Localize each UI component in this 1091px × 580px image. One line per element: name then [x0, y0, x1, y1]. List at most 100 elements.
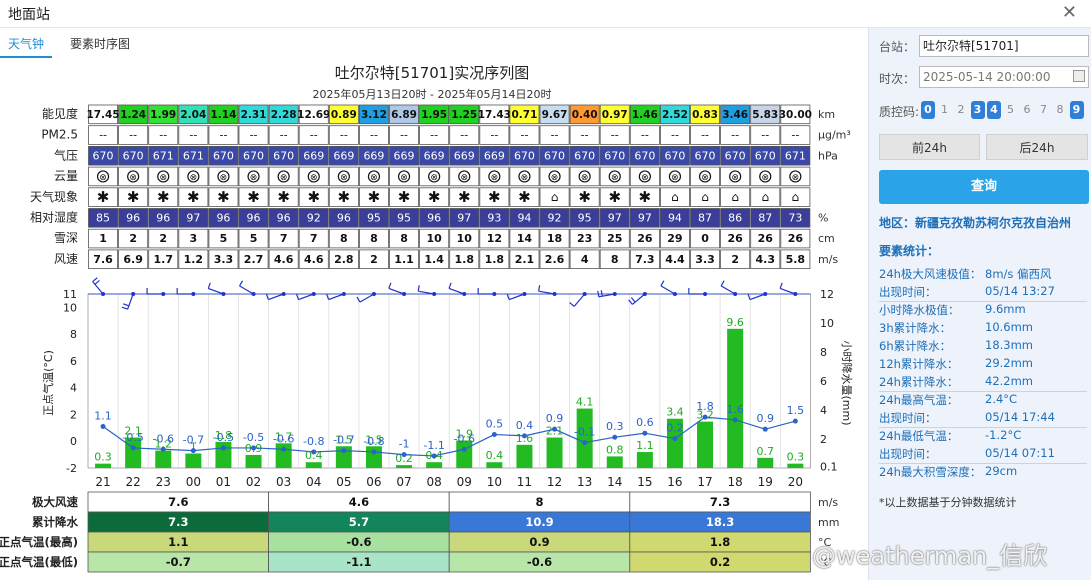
cell-value-wind-speed: 5.8: [786, 253, 806, 266]
cell-snow: [509, 228, 540, 249]
snow-weather-icon: ✱: [608, 188, 621, 206]
cell-value-snow: 7: [280, 232, 288, 245]
summary-value-max-wind: 4.6: [349, 495, 369, 509]
cloud-overcast-icon: [698, 170, 712, 183]
prev-24h-button[interactable]: 前24h: [879, 134, 980, 160]
cell-visibility: [238, 104, 269, 125]
cell-pm25: [358, 125, 389, 145]
summary-value-temp-max: 0.9: [529, 535, 549, 549]
qc-code-6[interactable]: 6: [1023, 103, 1031, 116]
stat-key: 出现时间：: [879, 411, 937, 425]
cell-value-pm25: --: [761, 129, 769, 142]
cloud-value: ⊗: [611, 173, 619, 183]
cell-cloud: [208, 166, 239, 187]
cell-weather: [509, 187, 540, 207]
row-unit-humidity: %: [818, 212, 828, 225]
qc-code-0[interactable]: 0: [921, 101, 935, 119]
qc-code-3[interactable]: 3: [970, 101, 985, 119]
cell-snow: [178, 228, 209, 249]
next-24h-button[interactable]: 后24h: [986, 134, 1088, 160]
cell-value-snow: 5: [220, 232, 228, 245]
summary-value-temp-max: -0.6: [346, 535, 371, 549]
temperature-point: [702, 414, 708, 420]
stat-row: 出现时间： 05/14 07:11: [879, 446, 1087, 463]
cloud-value: ⊗: [671, 173, 679, 183]
x-axis-hour-label: 02: [246, 475, 261, 489]
precip-bar-label: 1.2: [155, 438, 173, 451]
cell-cloud: [720, 166, 751, 187]
cell-pm25: [238, 125, 269, 145]
cell-value-pm25: --: [581, 129, 589, 142]
region-text: 地区：新疆克孜勒苏柯尔克孜自治州: [879, 216, 1072, 230]
cloud-value: ⊗: [190, 173, 198, 183]
row-unit-pm25: μg/m³: [818, 129, 851, 142]
cloud-value: ⊗: [400, 173, 408, 183]
stat-divider: [879, 391, 1087, 392]
stat-value: 9.6mm: [985, 302, 1026, 316]
cloud-overcast-icon: [157, 170, 170, 183]
wind-barb-dot: [612, 292, 617, 296]
cloud-value: ⊗: [250, 173, 258, 183]
cell-pm25: [660, 125, 690, 145]
cell-value-humidity: 95: [578, 212, 592, 225]
cell-humidity: [88, 208, 119, 228]
temperature-point: [311, 449, 317, 455]
cell-pm25: [479, 125, 510, 145]
cell-humidity: [118, 208, 149, 228]
wind-barb-dot: [131, 292, 136, 296]
cloud-value: ⊗: [792, 173, 800, 183]
cell-pm25: [88, 125, 119, 145]
cloud-overcast-icon: [488, 170, 501, 183]
time-input[interactable]: 2025-05-14 20:00:00: [919, 66, 1089, 88]
cell-value-wind-speed: 4: [581, 253, 589, 266]
qc-code-8[interactable]: 8: [1056, 103, 1064, 116]
cell-wind-speed: [358, 249, 389, 269]
cell-value-pressure: 670: [695, 149, 716, 162]
snow-weather-icon: ✱: [277, 188, 290, 206]
query-button[interactable]: 查询: [879, 170, 1089, 204]
tab-weather-clock[interactable]: 天气钟: [0, 30, 53, 58]
station-input[interactable]: 吐尔尕特[51701]: [919, 35, 1089, 57]
precip-bar: [95, 463, 112, 468]
cloud-value: ⊗: [491, 173, 499, 183]
cell-value-visibility: 0.71: [511, 109, 537, 121]
cell-humidity: [328, 208, 359, 228]
cell-value-wind-speed: 2: [731, 253, 739, 266]
chart-title: 吐尔尕特[51701]实况序列图: [335, 64, 529, 82]
cell-pm25: [118, 125, 149, 145]
cell-value-snow: 26: [637, 232, 653, 245]
x-axis-hour-label: 18: [728, 475, 743, 489]
snow-weather-icon: ✱: [187, 188, 200, 206]
summary-label-precip: 累计降水: [32, 515, 78, 529]
wind-barb-feather: [600, 290, 603, 297]
stat-value: 05/14 13:27: [985, 284, 1055, 298]
cell-value-wind-speed: 2.8: [334, 253, 354, 266]
qc-code-4[interactable]: 4: [987, 101, 1001, 119]
precip-bar: [305, 462, 322, 468]
row-unit-wind-speed: m/s: [818, 253, 838, 266]
qc-code-2[interactable]: 2: [957, 103, 965, 116]
qc-code-7[interactable]: 7: [1040, 103, 1047, 116]
cell-value-pressure: 671: [785, 149, 806, 162]
temperature-point: [371, 449, 377, 455]
x-axis-hour-label: 20: [788, 475, 803, 489]
cloud-overcast-icon: [578, 170, 591, 183]
cell-value-pressure: 671: [153, 149, 174, 162]
calendar-icon[interactable]: [1073, 70, 1085, 82]
cloud-overcast-icon: [307, 170, 320, 183]
cell-value-wind-speed: 7.3: [635, 253, 655, 266]
precip-bar-label: 1.8: [215, 429, 233, 442]
wind-barb-dot: [161, 292, 166, 296]
qc-code-9[interactable]: 9: [1069, 101, 1084, 119]
cloud-overcast-icon: [789, 170, 802, 183]
qc-code-1[interactable]: 1: [941, 103, 948, 116]
precip-bar: [486, 462, 503, 468]
wind-barb-dot: [672, 292, 677, 296]
tab-element-timeseries[interactable]: 要素时序图: [70, 37, 131, 51]
cell-wind-speed: [539, 249, 570, 269]
close-icon[interactable]: ✕: [1061, 2, 1077, 23]
cell-pressure: [539, 146, 570, 166]
qc-code-5[interactable]: 5: [1007, 103, 1014, 116]
cell-value-wind-speed: 1.2: [184, 253, 204, 266]
cell-wind-speed: [238, 249, 269, 269]
